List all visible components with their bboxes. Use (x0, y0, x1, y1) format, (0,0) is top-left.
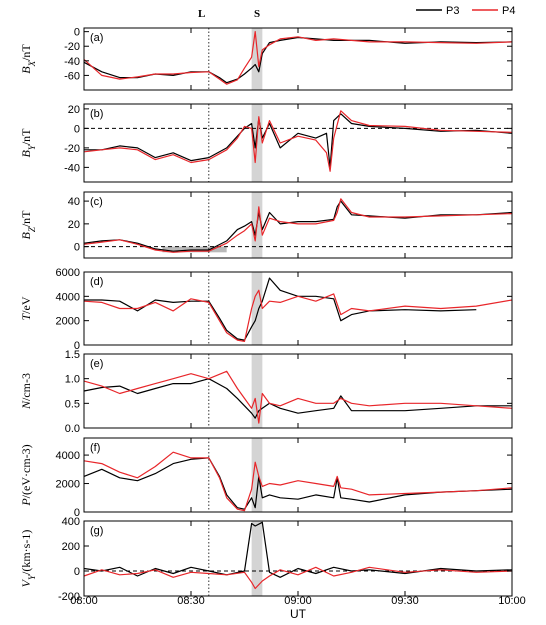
event-label-l: L (198, 8, 205, 20)
y-axis-label: BX/nT (19, 44, 37, 74)
panel-g: -200 0 200 400 (g) VY/(km·s-1) (19, 516, 513, 603)
y-tick-label: 0 (74, 566, 80, 578)
event-band-s (251, 28, 263, 90)
event-label-s: S (254, 8, 260, 20)
series-p4-line (83, 370, 513, 424)
y-tick-label: 1.5 (65, 349, 80, 361)
series-p4-line (83, 31, 513, 85)
y-tick-label: -20 (64, 41, 80, 53)
series-p3-line (84, 113, 513, 168)
y-tick-label: 0 (74, 123, 80, 135)
y-tick-label: 20 (68, 104, 80, 116)
y-tick-label: 0.0 (65, 423, 80, 435)
panel-b: -40 -20 0 20 (b) BY/nT (19, 103, 513, 183)
event-band-s (251, 438, 263, 512)
series-p3-line (83, 36, 513, 84)
x-axis: 08:00 08:30 09:00 09:30 10:00 UT (70, 595, 526, 621)
panel-label: (e) (90, 358, 103, 370)
y-tick-label: 2000 (56, 316, 80, 328)
x-axis-label: UT (290, 607, 307, 621)
panel-label: (b) (90, 108, 103, 120)
legend-label-p3: P3 (446, 5, 459, 17)
x-tick-label: 08:30 (177, 595, 205, 607)
series-p3-line (83, 378, 512, 419)
panel-c: 0 20 40 (c) BZ/nT (19, 191, 513, 259)
series-p3-line (83, 200, 513, 252)
x-tick-label: 09:00 (284, 595, 312, 607)
panel-label: (d) (90, 276, 103, 288)
y-tick-label: 40 (68, 196, 80, 208)
y-tick-label: -60 (64, 70, 80, 82)
panel-frame (83, 520, 513, 597)
y-tick-label: 6000 (56, 267, 80, 279)
event-band-s (251, 272, 263, 345)
x-tick-label: 09:30 (391, 595, 419, 607)
event-band-s (251, 521, 263, 596)
series-p3-line (83, 521, 513, 578)
panel-label: (a) (90, 32, 103, 44)
panel-frame (83, 103, 513, 183)
y-tick-label: 4000 (56, 291, 80, 303)
panel-label: (g) (90, 525, 103, 537)
series-p3-line (84, 277, 477, 341)
panel-a: -60 -40 -20 0 (a) BX/nT (19, 27, 513, 91)
y-axis-label: VY/(km·s-1) (19, 530, 37, 588)
y-tick-label: 0 (74, 340, 80, 352)
y-axis-label: BZ/nT (19, 210, 37, 240)
y-tick-label: 0.5 (65, 398, 80, 410)
event-band-s (251, 354, 263, 428)
y-tick-label: -40 (64, 162, 80, 174)
legend: P3 P4 (416, 5, 515, 17)
y-tick-label: -40 (64, 56, 80, 68)
legend-label-p4: P4 (502, 5, 515, 17)
panel-e: 0.0 0.5 1.0 1.5 (e) N/cm-3 (19, 349, 513, 435)
panel-f: 0 2000 4000 (f) P/(eV·cm-3) (19, 437, 513, 519)
series-p4-line (83, 566, 513, 590)
y-tick-label: 200 (62, 541, 80, 553)
y-tick-label: 4000 (56, 450, 80, 462)
panel-d: 0 2000 4000 6000 (d) T/eV (19, 267, 513, 352)
y-tick-label: 0 (74, 507, 80, 519)
panel-frame (83, 437, 513, 513)
series-p3-line (83, 457, 513, 510)
y-tick-label: 0 (74, 27, 80, 39)
y-tick-label: 0 (74, 242, 80, 254)
y-tick-label: -20 (64, 143, 80, 155)
panel-label: (f) (90, 442, 100, 454)
y-tick-label: 400 (62, 516, 80, 528)
y-axis-label: T/eV (19, 296, 33, 320)
y-tick-label: -200 (58, 591, 80, 603)
series-p4-line (83, 110, 513, 172)
y-axis-label: P/(eV·cm-3) (19, 444, 33, 506)
panel-label: (c) (90, 196, 103, 208)
y-tick-label: 1.0 (65, 374, 80, 386)
y-axis-label: BY/nT (19, 128, 37, 158)
x-tick-label: 08:00 (70, 595, 98, 607)
series-p4-line (83, 451, 513, 512)
y-tick-label: 2000 (56, 479, 80, 491)
series-p4-line (83, 289, 513, 342)
y-axis-label: N/cm-3 (19, 373, 33, 410)
x-tick-label: 10:00 (498, 595, 526, 607)
series-p4-line (83, 198, 513, 253)
y-tick-label: 20 (68, 219, 80, 231)
